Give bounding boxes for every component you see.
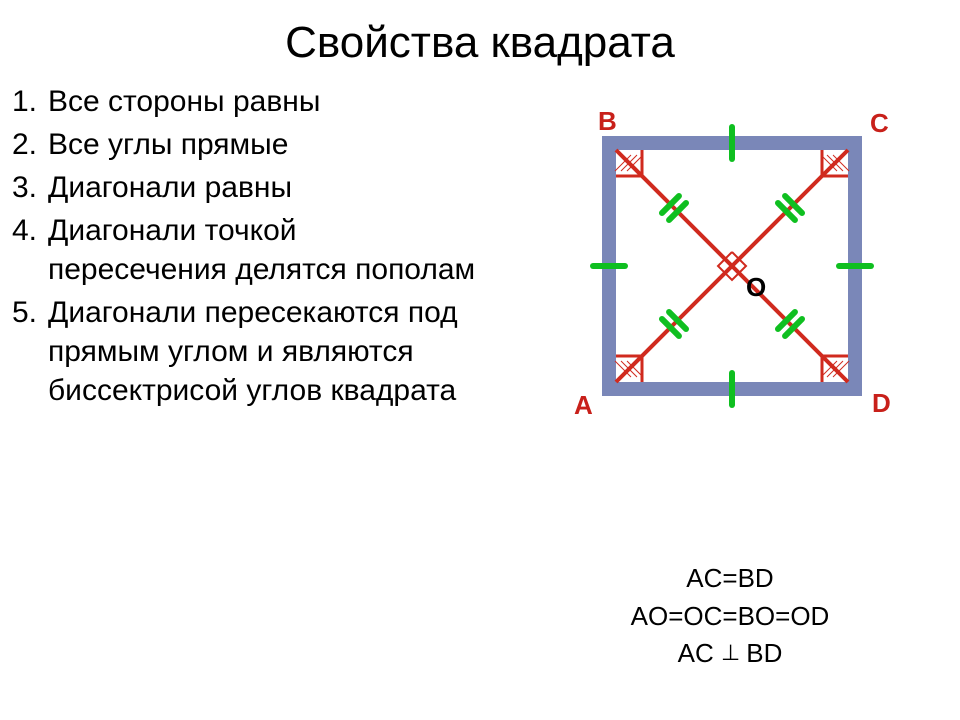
item-text: Все стороны равны <box>46 82 482 121</box>
item-number: 5. <box>12 293 46 410</box>
formula-part: AC <box>678 638 714 668</box>
formula-line: AC=BD <box>530 560 930 598</box>
list-item: 4. Диагонали точкой пересечения делятся … <box>12 211 482 289</box>
item-text: Диагонали точкой пересечения делятся поп… <box>46 211 482 289</box>
formula-part: BD <box>746 638 782 668</box>
vertex-label-c: C <box>870 108 889 139</box>
content-row: 1. Все стороны равны 2. Все углы прямые … <box>0 76 960 466</box>
list-item: 2. Все углы прямые <box>12 125 482 164</box>
formula-line: AO=OC=BO=OD <box>530 598 930 636</box>
square-diagram: B C A D O <box>502 106 932 466</box>
item-text: Диагонали равны <box>46 168 482 207</box>
diagram-overlay <box>502 106 932 466</box>
page-title: Свойства квадрата <box>0 0 960 76</box>
item-text: Все углы прямые <box>46 125 482 164</box>
formula-line: AC ⊥ BD <box>530 635 930 673</box>
diagram-column: B C A D O <box>482 76 948 466</box>
list-item: 5. Диагонали пересекаются под прямым угл… <box>12 293 482 410</box>
item-number: 3. <box>12 168 46 207</box>
list-item: 1. Все стороны равны <box>12 82 482 121</box>
formulas-block: AC=BD AO=OC=BO=OD AC ⊥ BD <box>530 560 930 673</box>
vertex-label-b: B <box>598 106 617 137</box>
vertex-label-d: D <box>872 388 891 419</box>
properties-list: 1. Все стороны равны 2. Все углы прямые … <box>12 76 482 466</box>
perpendicular-icon: ⊥ <box>721 640 746 665</box>
vertex-label-a: A <box>574 390 593 421</box>
item-text: Диагонали пересекаются под прямым углом … <box>46 293 482 410</box>
center-label-o: O <box>746 272 766 303</box>
item-number: 2. <box>12 125 46 164</box>
item-number: 4. <box>12 211 46 289</box>
item-number: 1. <box>12 82 46 121</box>
list-item: 3. Диагонали равны <box>12 168 482 207</box>
